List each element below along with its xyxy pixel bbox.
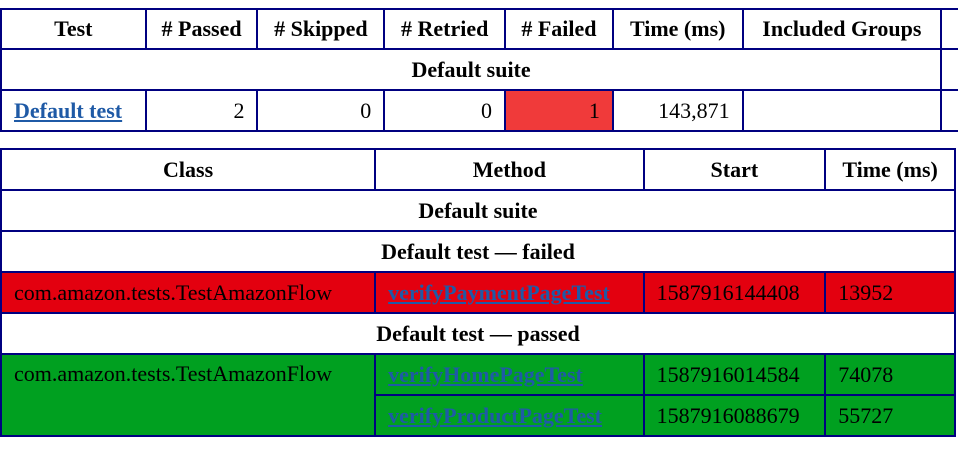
passed-start-cell: 1587916014584: [642, 353, 827, 396]
table-row: verifyProductPageTest 1587916088679 5572…: [1, 394, 956, 437]
passed-section-label: Default test — passed: [0, 312, 956, 355]
verify-product-page-test-link[interactable]: verifyProductPageTest: [388, 402, 603, 428]
header-start: Start: [642, 148, 827, 191]
passed-count: 2: [144, 89, 259, 132]
passed-start-cell: 1587916088679: [642, 394, 827, 437]
summary-table: Test # Passed # Skipped # Retried # Fail…: [0, 8, 958, 132]
details-table: Class Method Start Time (ms) Default sui…: [0, 148, 956, 437]
summary-test-row: Default test 2 0 0 1 143,871: [0, 89, 958, 132]
summary-test-cell: Default test: [0, 89, 147, 132]
header-excluded-groups: [940, 8, 958, 50]
verify-payment-page-test-link[interactable]: verifyPaymentPageTest: [388, 279, 610, 305]
summary-header-row: Test # Passed # Skipped # Retried # Fail…: [0, 8, 958, 50]
summary-suite-row: Default suite: [0, 48, 958, 91]
header-failed: # Failed: [504, 8, 614, 50]
passed-method-cell: verifyHomePageTest: [374, 353, 645, 396]
included-groups-value: [741, 89, 943, 132]
failed-section-row: Default test — failed: [0, 230, 956, 273]
failed-method-cell: verifyPaymentPageTest: [374, 271, 645, 314]
details-suite-label: Default suite: [0, 189, 956, 232]
summary-suite-extra-cell: [940, 48, 958, 91]
header-skipped: # Skipped: [256, 8, 386, 50]
passed-section-row: Default test — passed: [0, 312, 956, 355]
retried-count: 0: [383, 89, 507, 132]
passed-time-cell: 55727: [824, 394, 956, 437]
default-test-link[interactable]: Default test: [14, 97, 123, 123]
failed-count: 1: [504, 89, 614, 132]
table-row: com.amazon.tests.TestAmazonFlow verifyHo…: [0, 353, 956, 437]
details-suite-row: Default suite: [0, 189, 956, 232]
failed-time-cell: 13952: [824, 271, 956, 314]
failed-section-label: Default test — failed: [0, 230, 956, 273]
passed-class-cell: com.amazon.tests.TestAmazonFlow: [0, 353, 377, 437]
total-time: 143,871: [611, 89, 744, 132]
failed-start-cell: 1587916144408: [642, 271, 827, 314]
skipped-count: 0: [256, 89, 386, 132]
header-method: Method: [374, 148, 645, 191]
failed-class-cell: com.amazon.tests.TestAmazonFlow: [0, 271, 377, 314]
table-row: com.amazon.tests.TestAmazonFlow verifyPa…: [0, 271, 956, 314]
summary-suite-label: Default suite: [0, 48, 943, 91]
details-header-row: Class Method Start Time (ms): [0, 148, 956, 191]
verify-home-page-test-link[interactable]: verifyHomePageTest: [388, 361, 583, 387]
header-included-groups: Included Groups: [741, 8, 943, 50]
header-class: Class: [0, 148, 377, 191]
header-test: Test: [0, 8, 147, 50]
header-passed: # Passed: [144, 8, 259, 50]
passed-time-cell: 74078: [824, 353, 956, 396]
header-time: Time (ms): [611, 8, 744, 50]
header-retried: # Retried: [383, 8, 507, 50]
passed-method-cell: verifyProductPageTest: [374, 394, 645, 437]
header-time-ms: Time (ms): [824, 148, 956, 191]
excluded-groups-value: [940, 89, 958, 132]
